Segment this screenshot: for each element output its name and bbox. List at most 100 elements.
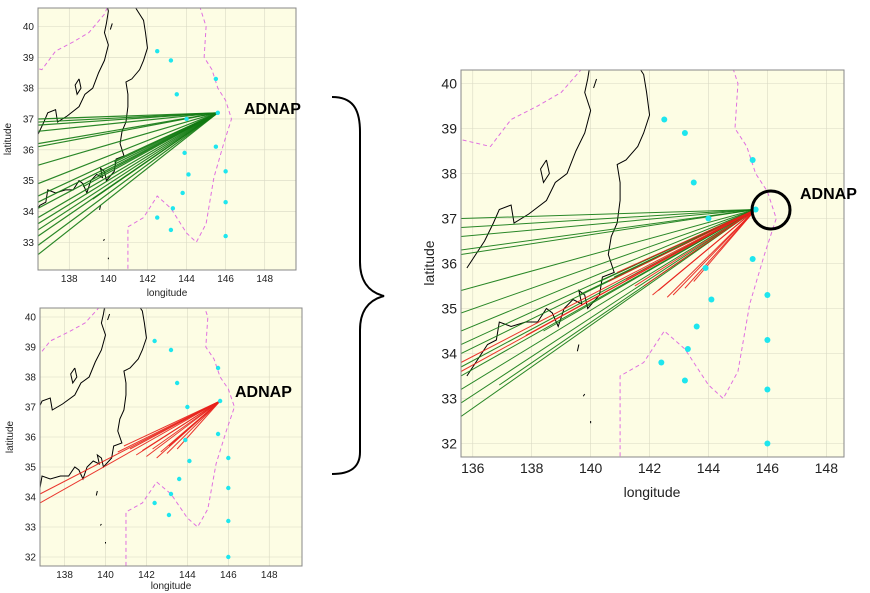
station-point bbox=[764, 292, 770, 298]
station-point bbox=[694, 324, 700, 330]
x-tick-label: 138 bbox=[61, 274, 78, 285]
station-point bbox=[226, 555, 230, 559]
x-tick-label: 138 bbox=[520, 460, 544, 476]
y-axis-label: latitude bbox=[3, 122, 14, 155]
y-tick-label: 36 bbox=[23, 145, 35, 156]
station-point bbox=[705, 216, 711, 222]
y-tick-label: 33 bbox=[441, 390, 457, 406]
station-point bbox=[750, 256, 756, 262]
station-point bbox=[226, 486, 230, 490]
x-tick-label: 144 bbox=[697, 460, 721, 476]
station-point bbox=[764, 441, 770, 447]
y-tick-label: 37 bbox=[23, 114, 35, 125]
station-point bbox=[171, 206, 175, 210]
station-point bbox=[661, 117, 667, 123]
adnap-label: ADNAP bbox=[244, 101, 301, 118]
y-tick-label: 36 bbox=[441, 255, 457, 271]
y-tick-label: 33 bbox=[23, 238, 35, 249]
y-tick-label: 35 bbox=[23, 176, 35, 187]
station-point bbox=[658, 360, 664, 366]
x-tick-label: 136 bbox=[461, 460, 485, 476]
station-point bbox=[223, 200, 227, 204]
station-point bbox=[167, 513, 171, 517]
gridlines bbox=[40, 308, 302, 566]
x-tick-label: 146 bbox=[756, 460, 780, 476]
y-tick-label: 38 bbox=[23, 84, 35, 95]
x-axis-label: longitude bbox=[147, 288, 188, 299]
station-point bbox=[226, 456, 230, 460]
station-point bbox=[214, 77, 218, 81]
y-tick-label: 34 bbox=[23, 207, 35, 218]
station-point bbox=[183, 438, 187, 442]
station-point bbox=[223, 169, 227, 173]
y-tick-label: 37 bbox=[25, 403, 37, 414]
y-tick-label: 38 bbox=[25, 373, 37, 384]
y-tick-label: 36 bbox=[25, 433, 37, 444]
x-axis-label: longitude bbox=[624, 484, 681, 500]
x-tick-label: 146 bbox=[220, 570, 237, 581]
station-point bbox=[214, 145, 218, 149]
station-point bbox=[703, 265, 709, 271]
station-point bbox=[155, 215, 159, 219]
station-point bbox=[152, 501, 156, 505]
x-tick-label: 140 bbox=[579, 460, 603, 476]
x-tick-label: 142 bbox=[138, 570, 155, 581]
y-tick-label: 39 bbox=[441, 120, 457, 136]
station-point bbox=[764, 337, 770, 343]
station-point bbox=[175, 381, 179, 385]
y-tick-label: 35 bbox=[25, 463, 37, 474]
station-point bbox=[175, 92, 179, 96]
station-point bbox=[216, 366, 220, 370]
station-point bbox=[169, 58, 173, 62]
station-point bbox=[169, 348, 173, 352]
station-point bbox=[187, 459, 191, 463]
adnap-point bbox=[216, 111, 220, 115]
x-tick-label: 144 bbox=[178, 274, 195, 285]
station-point bbox=[691, 180, 697, 186]
x-tick-label: 140 bbox=[97, 570, 114, 581]
map-panel-right: 136 138 140 142 144 146 148323334353637383940 … bbox=[421, 21, 857, 501]
station-point bbox=[177, 477, 181, 481]
y-axis-label: latitude bbox=[421, 240, 437, 285]
adnap-point bbox=[218, 399, 222, 403]
y-tick-label: 40 bbox=[23, 22, 35, 33]
station-point bbox=[182, 151, 186, 155]
x-tick-label: 138 bbox=[56, 570, 73, 581]
station-point bbox=[226, 519, 230, 523]
x-tick-label: 140 bbox=[100, 274, 117, 285]
map-panel-top-left: 138 140 142 144 146 148 33 34 35 36 37 38 39 40 longi… bbox=[3, 0, 301, 299]
station-point bbox=[169, 492, 173, 496]
station-point bbox=[682, 378, 688, 384]
adnap-label: ADNAP bbox=[800, 186, 857, 203]
x-tick-label: 148 bbox=[815, 460, 839, 476]
y-tick-label: 38 bbox=[441, 165, 457, 181]
y-tick-label: 32 bbox=[25, 553, 37, 564]
y-tick-label: 35 bbox=[441, 300, 457, 316]
station-point bbox=[184, 117, 188, 121]
station-point bbox=[764, 387, 770, 393]
station-point bbox=[682, 130, 688, 136]
station-point bbox=[155, 49, 159, 53]
y-tick-label: 40 bbox=[441, 75, 457, 91]
y-tick-label: 39 bbox=[25, 343, 37, 354]
station-point bbox=[185, 405, 189, 409]
y-tick-label: 39 bbox=[23, 53, 35, 64]
y-tick-label: 37 bbox=[441, 210, 457, 226]
station-point bbox=[685, 346, 691, 352]
station-point bbox=[169, 228, 173, 232]
station-point bbox=[708, 297, 714, 303]
x-tick-label: 142 bbox=[139, 274, 156, 285]
x-tick-label: 144 bbox=[179, 570, 196, 581]
station-point bbox=[186, 172, 190, 176]
x-tick-label: 146 bbox=[217, 274, 234, 285]
bracket bbox=[332, 97, 384, 474]
x-tick-label: 148 bbox=[261, 570, 278, 581]
adnap-label: ADNAP bbox=[235, 384, 292, 401]
y-tick-label: 40 bbox=[25, 313, 37, 324]
station-point bbox=[750, 157, 756, 163]
station-point bbox=[180, 191, 184, 195]
y-tick-label: 34 bbox=[25, 493, 37, 504]
station-point bbox=[223, 234, 227, 238]
station-point bbox=[152, 339, 156, 343]
station-point bbox=[216, 432, 220, 436]
